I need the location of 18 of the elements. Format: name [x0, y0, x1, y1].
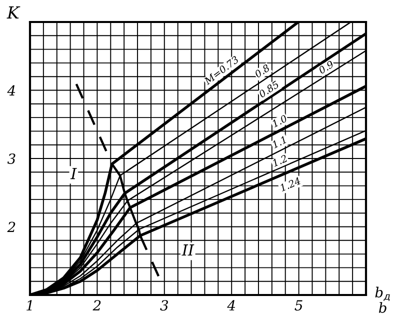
y-axis-title: K [6, 6, 20, 19]
y-tick-label: 2 [7, 222, 16, 232]
x-tick-label: 5 [294, 300, 302, 311]
text: 0.8 [254, 64, 270, 78]
y-tick-label: 3 [7, 153, 16, 164]
x-tick-label: 1 [26, 300, 32, 310]
text: 1.0 [272, 114, 288, 128]
text: 1.24 [279, 176, 301, 192]
annotation: I [70, 168, 77, 180]
annotation: II [182, 244, 194, 256]
text: 1.2 [272, 154, 288, 167]
x-tick-label: 2 [92, 300, 101, 310]
text: 0.9 [318, 60, 334, 74]
y-tick-label: 4 [7, 85, 16, 96]
x-tick-label: 4 [227, 300, 235, 310]
x-axis-title: b$_{д}$ b [375, 286, 390, 313]
text: 1.1 [272, 136, 286, 148]
x-tick-label: 3 [160, 300, 168, 311]
